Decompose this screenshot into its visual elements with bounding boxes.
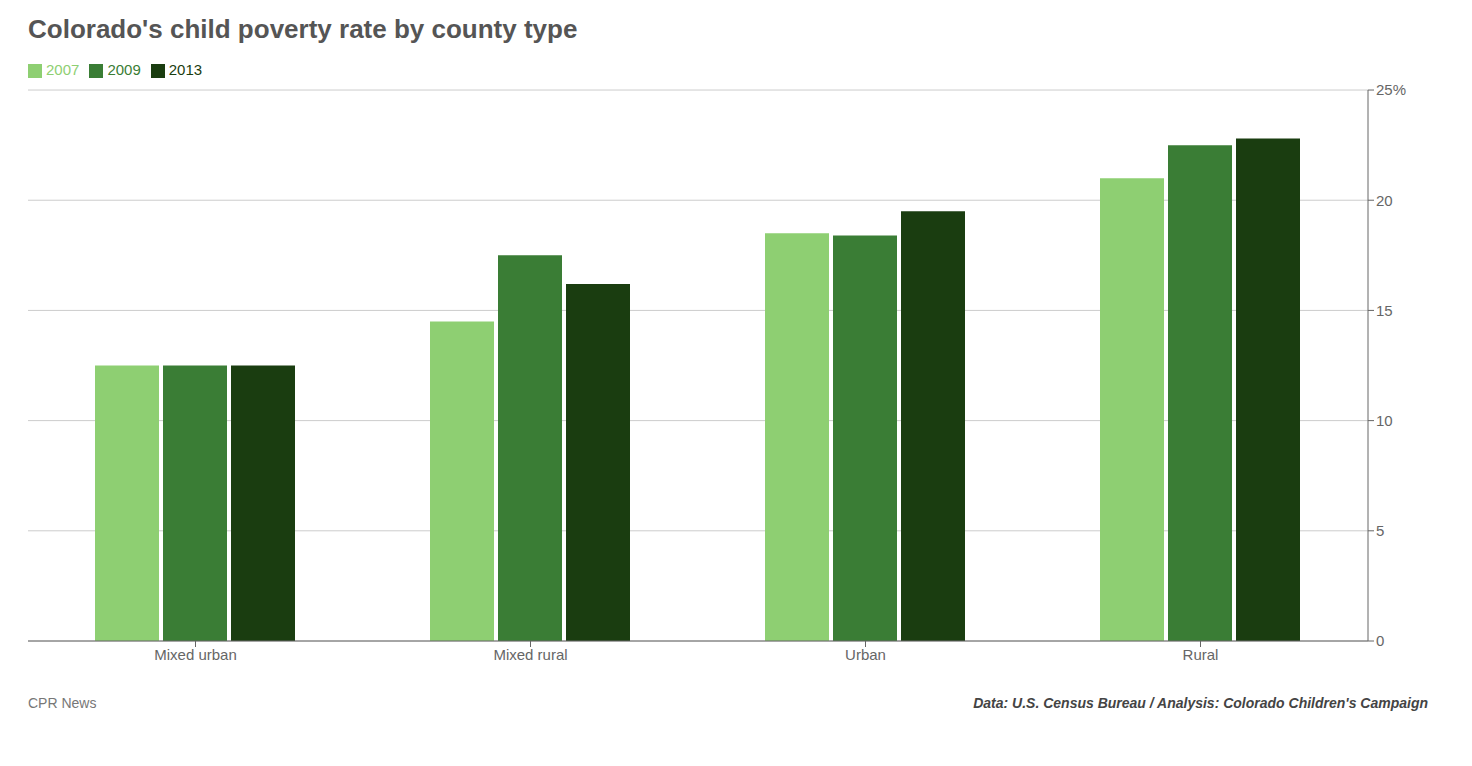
svg-text:Rural: Rural bbox=[1183, 646, 1219, 663]
svg-text:20: 20 bbox=[1376, 192, 1393, 209]
svg-text:Mixed urban: Mixed urban bbox=[154, 646, 237, 663]
html-text:2013: 2013 bbox=[168, 61, 203, 78]
svg-text:25%: 25% bbox=[1376, 81, 1406, 98]
html-text:Data: U.S. Census Bureau / Ana: Data: U.S. Census Bureau / Analysis: Col… bbox=[973, 695, 1428, 711]
html-text:2009: 2009 bbox=[107, 61, 141, 78]
svg-text:15: 15 bbox=[1376, 302, 1393, 319]
svg-text:Urban: Urban bbox=[845, 646, 886, 663]
svg-text:0: 0 bbox=[1376, 632, 1384, 649]
svg-text:10: 10 bbox=[1376, 412, 1393, 429]
svg-text:5: 5 bbox=[1376, 522, 1384, 539]
html-text:CPR News: CPR News bbox=[28, 695, 97, 711]
html-text:Colorado's child poverty rate: Colorado's child poverty rate by county … bbox=[28, 14, 578, 44]
html-text:2007: 2007 bbox=[46, 61, 80, 78]
svg-text:Mixed rural: Mixed rural bbox=[493, 646, 567, 663]
